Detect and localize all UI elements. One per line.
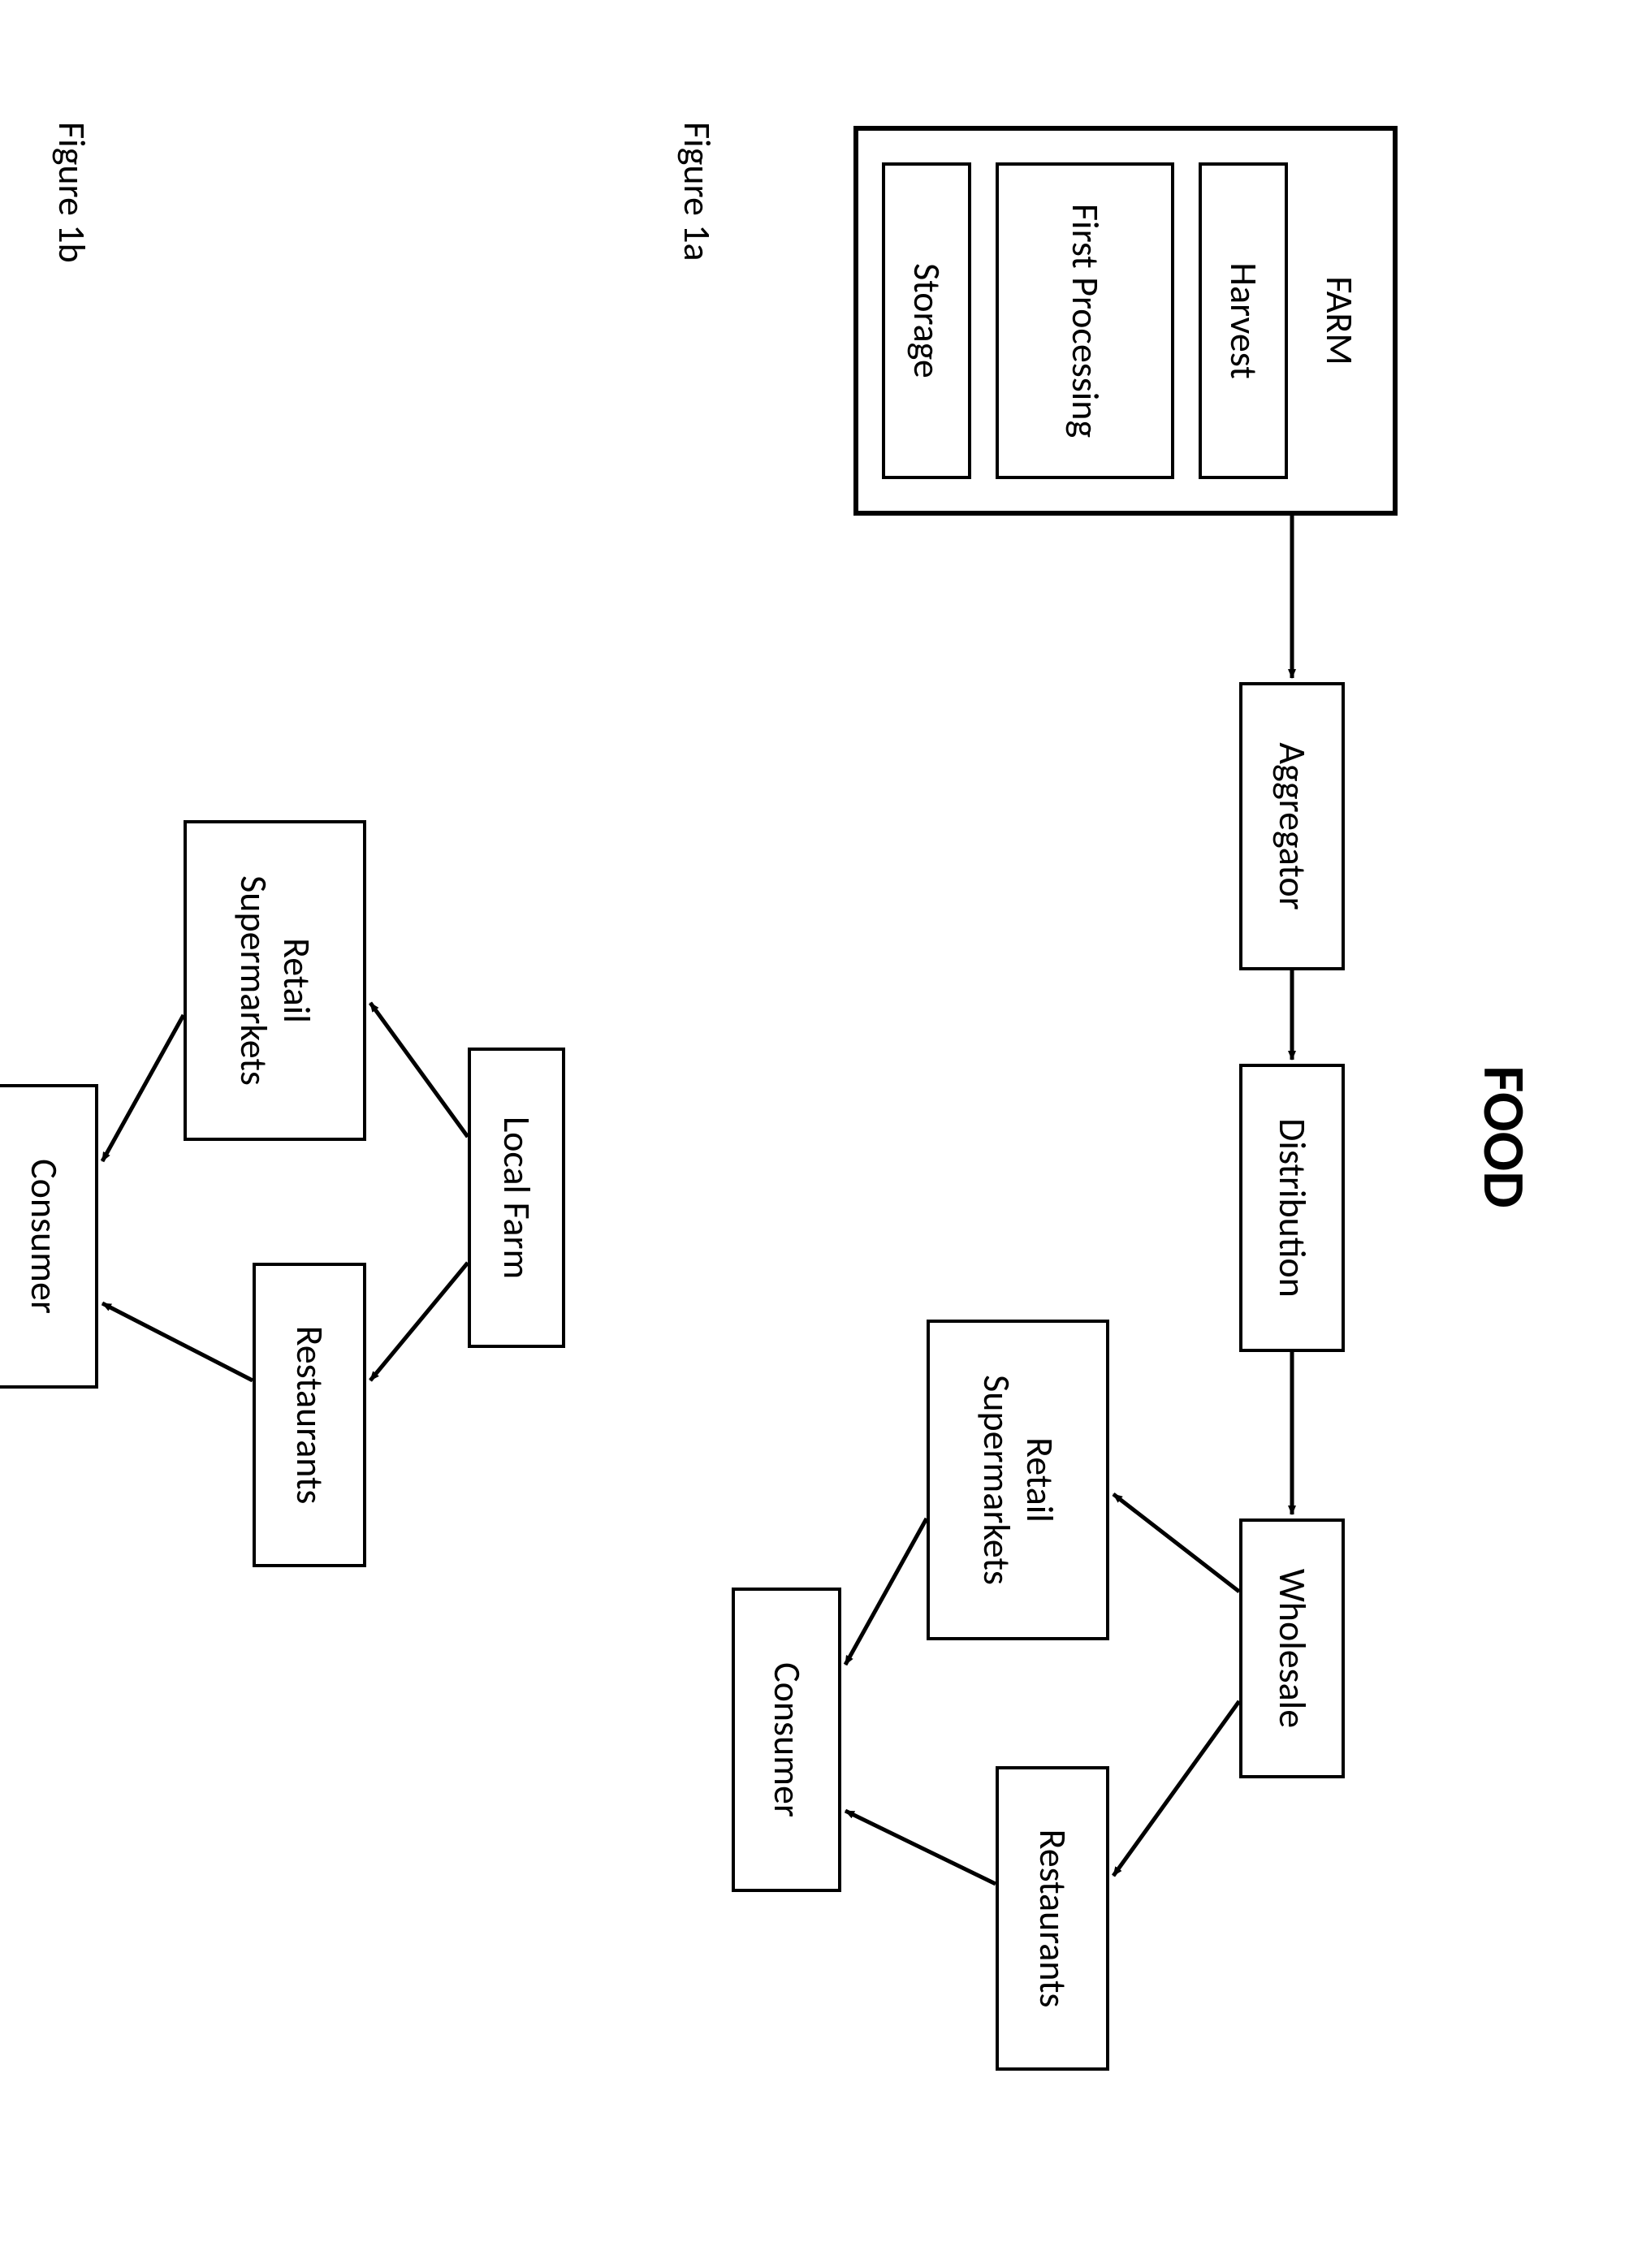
fig1b-edge-local_farm-to-restaurants_b bbox=[370, 1263, 468, 1380]
fig1b-node-local_farm: Local Farm bbox=[468, 1048, 565, 1348]
fig1a-node-harvest: Harvest bbox=[1199, 162, 1288, 479]
fig1a-edge-retail-to-consumer bbox=[845, 1518, 927, 1665]
stage: FOOD Figure 1a Figure 1b FARMHarvestFirs… bbox=[0, 0, 1629, 2268]
fig1a-node-restaurants: Restaurants bbox=[996, 1766, 1109, 2071]
fig1b-edge-local_farm-to-retail_b bbox=[370, 1003, 468, 1137]
fig1a-node-wholesale: Wholesale bbox=[1239, 1518, 1345, 1778]
fig1b-node-consumer_b: Consumer bbox=[0, 1084, 98, 1389]
fig1b-node-restaurants_b: Restaurants bbox=[253, 1263, 366, 1567]
fig1a-node-consumer: Consumer bbox=[732, 1588, 841, 1892]
fig1b-edge-retail_b-to-consumer_b bbox=[102, 1015, 184, 1161]
fig1a-node-first_proc: First Processing bbox=[996, 162, 1174, 479]
page-rotated: FOOD Figure 1a Figure 1b FARMHarvestFirs… bbox=[0, 0, 1629, 1629]
fig1a-edge-wholesale-to-restaurants bbox=[1113, 1701, 1239, 1876]
fig1b-node-retail_b: Retail Supermarkets bbox=[184, 820, 366, 1141]
fig1a-edge-wholesale-to-retail bbox=[1113, 1494, 1239, 1592]
fig1a-node-storage: Storage bbox=[882, 162, 971, 479]
fig1a-node-aggregator: Aggregator bbox=[1239, 682, 1345, 970]
fig1a-node-retail: Retail Supermarkets bbox=[927, 1320, 1109, 1640]
fig1a-node-distribution: Distribution bbox=[1239, 1064, 1345, 1352]
fig1a-edge-restaurants-to-consumer bbox=[845, 1811, 996, 1884]
fig1b-edge-restaurants_b-to-consumer_b bbox=[102, 1303, 253, 1380]
